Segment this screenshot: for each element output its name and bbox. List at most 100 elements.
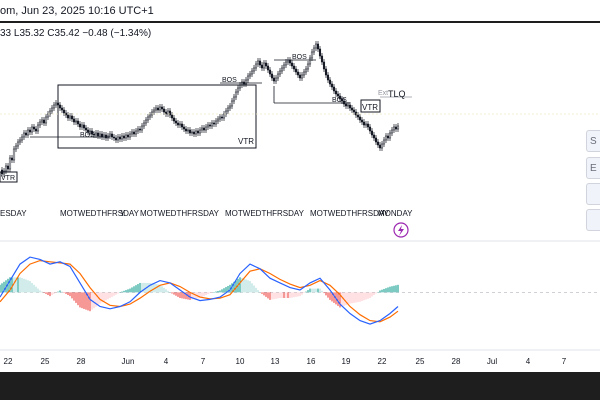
- histogram-bar: [49, 292, 51, 297]
- histogram-bar: [183, 292, 185, 299]
- candle-body: [120, 135, 124, 140]
- candle-body: [90, 130, 94, 135]
- histogram-bar: [121, 291, 123, 293]
- candle-body: [30, 126, 34, 133]
- histogram-bar: [61, 291, 63, 293]
- ohlc-close: C35.42: [47, 28, 80, 39]
- candle-body: [26, 129, 30, 136]
- histogram-bar: [279, 292, 281, 298]
- ohlc-change: −0.48 (−1.34%): [82, 28, 152, 39]
- histogram-bar: [57, 291, 59, 293]
- vtr-label-3: VTR: [1, 175, 15, 182]
- candle-body: [10, 157, 14, 161]
- x-tick-label: 13: [271, 357, 280, 366]
- candle-body: [138, 128, 142, 131]
- side-button-1[interactable]: S: [586, 130, 600, 152]
- candle-body: [284, 61, 288, 66]
- side-button-3[interactable]: [586, 183, 600, 205]
- candle-body: [20, 136, 24, 141]
- histogram-bar: [233, 281, 235, 293]
- histogram-bar: [381, 289, 383, 293]
- candle-body: [274, 77, 278, 82]
- histogram-bar: [363, 292, 365, 301]
- histogram-bar: [277, 292, 279, 299]
- candle-body: [94, 132, 98, 136]
- histogram-bar: [175, 292, 177, 296]
- candle-body: [154, 107, 158, 111]
- histogram-bar: [77, 292, 79, 306]
- histogram-bar: [89, 292, 91, 312]
- histogram-bar: [259, 292, 261, 293]
- candle-body: [12, 148, 16, 161]
- histogram-bar: [281, 292, 283, 298]
- histogram-bar: [123, 290, 125, 293]
- side-button-4[interactable]: [586, 209, 600, 231]
- session-label-extra: Y: [120, 209, 126, 218]
- histogram-bar: [205, 292, 207, 296]
- candle-body: [298, 74, 302, 79]
- candle-body: [146, 116, 150, 121]
- histogram-bar: [283, 292, 285, 298]
- histogram-bar: [179, 292, 181, 298]
- candle-body: [342, 100, 346, 105]
- x-tick-label: 7: [201, 357, 206, 366]
- candle-body: [236, 87, 240, 93]
- histogram-bar: [339, 292, 341, 308]
- candle-body: [124, 134, 128, 139]
- histogram-bar: [151, 283, 153, 293]
- histogram-bar: [309, 288, 311, 293]
- candle-body: [336, 93, 340, 97]
- ext-label: Ext: [378, 90, 388, 97]
- candle-body: [382, 139, 386, 145]
- histogram-bar: [67, 292, 69, 295]
- histogram-bar: [149, 282, 151, 293]
- histogram-bar: [29, 281, 31, 293]
- candle-body: [142, 122, 146, 127]
- histogram-bar: [113, 292, 115, 296]
- candle-body: [70, 115, 74, 120]
- candle-body: [188, 129, 192, 134]
- histogram-bar: [221, 289, 223, 293]
- candle-body: [48, 110, 52, 115]
- candle-body: [262, 62, 266, 69]
- candle-body: [352, 109, 356, 113]
- histogram-bar: [47, 292, 49, 295]
- session-label: ESDAY: [0, 209, 27, 218]
- bos-label-3: BOS: [292, 54, 307, 61]
- candle-body: [54, 102, 58, 106]
- histogram-bar: [211, 292, 213, 293]
- histogram-bar: [341, 292, 343, 307]
- ohlc-readout: 33 L35.32 C35.42 −0.48 (−1.34%): [0, 28, 151, 39]
- symbol-title: om, Jun 23, 2025 10:16 UTC+1: [0, 5, 154, 17]
- side-button-2[interactable]: E: [586, 157, 600, 179]
- histogram-bar: [59, 290, 61, 293]
- macd-line: [0, 256, 399, 325]
- histogram-bar: [267, 292, 269, 299]
- candle-body: [168, 110, 172, 116]
- x-tick-label: 22: [378, 357, 387, 366]
- histogram-bar: [163, 287, 165, 293]
- candle-body: [220, 116, 224, 119]
- histogram-bar: [125, 290, 127, 293]
- histogram-bar: [305, 291, 307, 293]
- candle-body: [222, 113, 226, 119]
- candle-body: [162, 108, 166, 113]
- candle-body: [302, 71, 306, 76]
- histogram-bar: [213, 292, 215, 293]
- candle-body: [338, 95, 342, 100]
- candle-body: [126, 134, 130, 138]
- histogram-bar: [25, 279, 27, 293]
- histogram-bar: [41, 291, 43, 293]
- candle-body: [156, 107, 160, 111]
- candle-body: [308, 57, 312, 65]
- histogram-bar: [351, 292, 353, 304]
- candle-body: [384, 135, 388, 141]
- histogram-bar: [75, 292, 77, 303]
- histogram-bar: [147, 282, 149, 293]
- histogram-bar: [247, 280, 249, 293]
- candle-body: [310, 51, 314, 59]
- candle-body: [390, 129, 394, 134]
- histogram-bar: [171, 292, 173, 294]
- histogram-bar: [199, 292, 201, 298]
